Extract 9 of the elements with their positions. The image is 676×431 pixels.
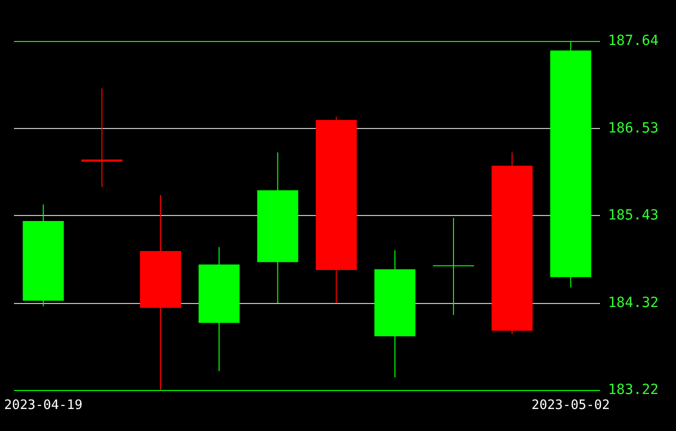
y-tick-label: 184.32	[608, 295, 659, 312]
x-tick-label: 2023-04-19	[4, 398, 82, 413]
y-tick-label: 183.22	[608, 382, 659, 398]
candlestick	[81, 88, 122, 188]
x-tick-label: 2023-05-02	[532, 398, 610, 413]
candlestick	[432, 217, 474, 316]
y-tick-label: 185.43	[608, 208, 659, 224]
y-tick-label: 187.64	[608, 33, 659, 49]
y-tick-label: 186.53	[608, 120, 659, 137]
